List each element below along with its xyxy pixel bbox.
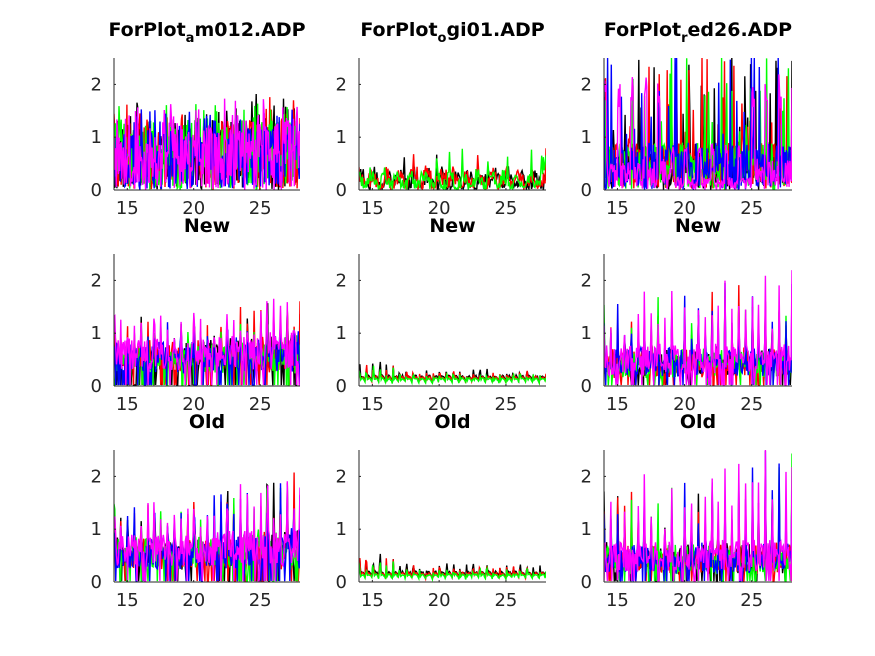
x-tick-label: 25 xyxy=(740,198,763,219)
subplot-1-2: 0 1 2 15 20 25 New xyxy=(581,215,792,415)
x-tick-label: 15 xyxy=(361,394,384,415)
series-magenta xyxy=(114,98,300,190)
x-tick-label: 25 xyxy=(249,394,272,415)
y-tick-label: 2 xyxy=(336,466,347,487)
subplot-2-2: 0 1 2 15 20 25 Old xyxy=(581,411,792,611)
x-tick-label: 15 xyxy=(361,198,384,219)
subplot-title: ForPlotred26.ADP xyxy=(604,19,792,46)
y-tick-label: 1 xyxy=(91,323,102,344)
subplot-1-1: 0 1 2 15 20 25 New xyxy=(336,215,546,415)
x-tick-label: 15 xyxy=(116,590,139,611)
x-tick-label: 15 xyxy=(116,198,139,219)
y-tick-label: 1 xyxy=(336,127,347,148)
y-tick-label: 2 xyxy=(91,270,102,291)
x-tick-label: 20 xyxy=(673,590,696,611)
y-tick-label: 0 xyxy=(91,180,102,201)
series-magenta xyxy=(114,298,300,386)
y-tick-label: 0 xyxy=(91,572,102,593)
x-tick-label: 25 xyxy=(249,590,272,611)
x-tick-label: 25 xyxy=(494,394,517,415)
x-tick-label: 15 xyxy=(361,590,384,611)
y-tick-label: 2 xyxy=(581,270,592,291)
y-tick-label: 2 xyxy=(91,466,102,487)
series-green xyxy=(359,365,546,386)
y-tick-label: 1 xyxy=(336,519,347,540)
y-tick-label: 1 xyxy=(581,519,592,540)
x-tick-label: 15 xyxy=(116,394,139,415)
x-tick-label: 20 xyxy=(182,590,205,611)
subplot-1-0: 0 1 2 15 20 25 New xyxy=(91,215,300,415)
subplot-title: ForPlotam012.ADP xyxy=(108,19,305,46)
series-magenta xyxy=(114,481,300,582)
x-tick-label: 20 xyxy=(428,394,451,415)
y-tick-label: 0 xyxy=(336,180,347,201)
subplot-2-1: 0 1 2 15 20 25 Old xyxy=(336,411,546,611)
series-green xyxy=(359,148,546,190)
y-tick-label: 2 xyxy=(581,74,592,95)
y-tick-label: 1 xyxy=(581,323,592,344)
y-tick-label: 2 xyxy=(336,270,347,291)
subplot-2-0: 0 1 2 15 20 25 Old xyxy=(91,411,300,611)
subplot-title: ForPlotogi01.ADP xyxy=(360,19,544,46)
y-tick-label: 1 xyxy=(91,127,102,148)
y-tick-label: 2 xyxy=(581,466,592,487)
y-tick-label: 2 xyxy=(91,74,102,95)
series-magenta xyxy=(604,270,792,386)
x-tick-label: 25 xyxy=(494,590,517,611)
y-tick-label: 0 xyxy=(581,572,592,593)
y-tick-label: 0 xyxy=(91,376,102,397)
x-tick-label: 20 xyxy=(182,394,205,415)
y-tick-label: 1 xyxy=(336,323,347,344)
y-tick-label: 2 xyxy=(336,74,347,95)
y-tick-label: 1 xyxy=(91,519,102,540)
y-tick-label: 1 xyxy=(581,127,592,148)
x-tick-label: 15 xyxy=(606,394,629,415)
y-tick-label: 0 xyxy=(336,376,347,397)
x-tick-label: 25 xyxy=(740,590,763,611)
x-tick-label: 15 xyxy=(606,198,629,219)
subplot-0-0: 0 1 2 15 20 25 ForPlotam012.ADP xyxy=(91,19,306,219)
x-tick-label: 20 xyxy=(428,198,451,219)
x-tick-label: 25 xyxy=(740,394,763,415)
subplot-title: New xyxy=(184,215,230,237)
y-tick-label: 0 xyxy=(581,376,592,397)
y-tick-label: 0 xyxy=(336,572,347,593)
series-green xyxy=(359,561,546,582)
x-tick-label: 20 xyxy=(428,590,451,611)
x-tick-label: 15 xyxy=(606,590,629,611)
subplot-title: New xyxy=(675,215,721,237)
x-tick-label: 25 xyxy=(249,198,272,219)
subplot-title: Old xyxy=(434,411,470,433)
series-black xyxy=(359,154,546,190)
y-tick-label: 0 xyxy=(581,180,592,201)
x-tick-label: 20 xyxy=(673,198,696,219)
subplot-title: Old xyxy=(189,411,225,433)
subplot-title: New xyxy=(429,215,475,237)
subplot-0-1: 0 1 2 15 20 25 ForPlotogi01.ADP xyxy=(336,19,546,219)
subplot-0-2: 0 1 2 15 20 25 ForPlotred26.ADP xyxy=(581,19,793,219)
x-tick-label: 20 xyxy=(182,198,205,219)
series-magenta xyxy=(604,450,792,582)
series-magenta xyxy=(604,74,792,190)
x-tick-label: 25 xyxy=(494,198,517,219)
x-tick-label: 20 xyxy=(673,394,696,415)
subplot-title: Old xyxy=(680,411,716,433)
